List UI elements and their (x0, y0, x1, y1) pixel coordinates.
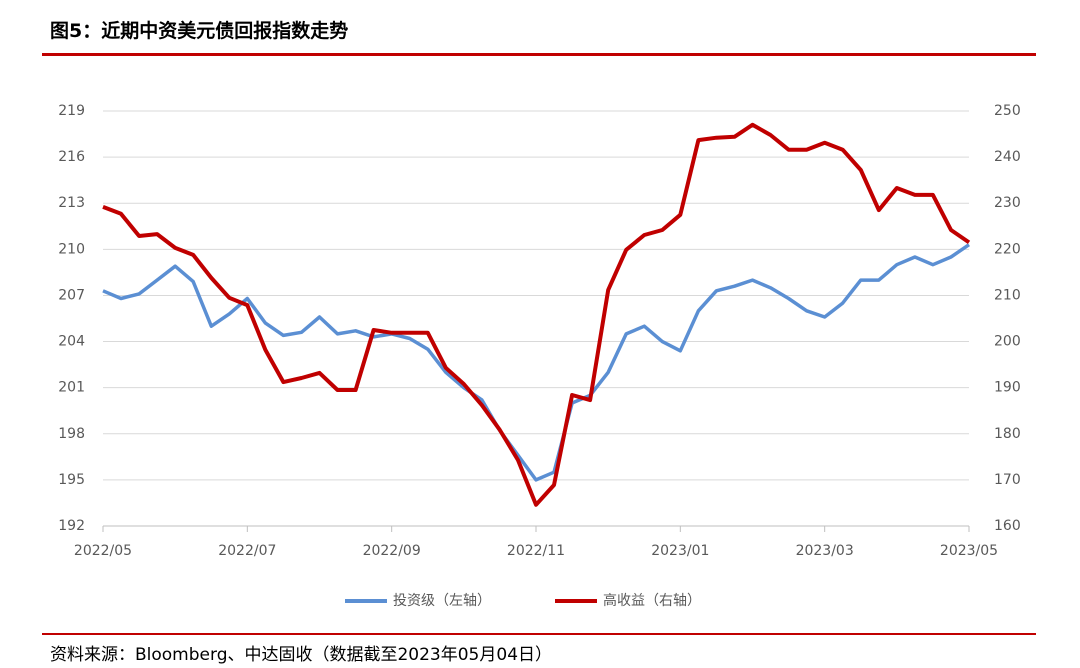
x-tick-label: 2022/05 (74, 543, 132, 559)
y-tick-label: 201 (58, 380, 85, 396)
x-tick-label: 2022/09 (363, 543, 421, 559)
title-rule (42, 53, 1036, 56)
y-tick-label: 198 (58, 426, 85, 442)
y2-tick-label: 180 (994, 426, 1021, 442)
y2-tick-label: 160 (994, 518, 1021, 534)
y-tick-label: 195 (58, 472, 85, 488)
y-tick-label: 192 (58, 518, 85, 534)
y2-tick-label: 170 (994, 472, 1021, 488)
source-note: 资料来源：Bloomberg、中达固收（数据截至2023年05月04日） (50, 645, 552, 665)
y-tick-label: 219 (58, 103, 85, 119)
y-tick-label: 204 (58, 334, 85, 350)
legend-label: 高收益（右轴） (603, 592, 701, 609)
y2-tick-label: 210 (994, 287, 1021, 303)
y2-tick-label: 220 (994, 241, 1021, 257)
y-tick-label: 213 (58, 195, 85, 211)
x-tick-label: 2022/11 (507, 543, 565, 559)
x-tick-label: 2023/05 (940, 543, 998, 559)
chart-title: 图5：近期中资美元债回报指数走势 (50, 19, 348, 42)
y2-tick-label: 240 (994, 149, 1021, 165)
x-tick-label: 2023/03 (796, 543, 854, 559)
x-tick-label: 2023/01 (651, 543, 709, 559)
series-line (102, 243, 970, 482)
y2-tick-label: 230 (994, 195, 1021, 211)
y-tick-label: 207 (58, 287, 85, 303)
footer-rule (42, 633, 1036, 635)
y-tick-label: 216 (58, 149, 85, 165)
y-tick-label: 210 (58, 241, 85, 257)
y2-tick-label: 200 (994, 334, 1021, 350)
y2-tick-label: 190 (994, 380, 1021, 396)
y2-tick-label: 250 (994, 103, 1021, 119)
series-line (102, 122, 971, 507)
x-tick-label: 2022/07 (218, 543, 276, 559)
legend-label: 投资级（左轴） (393, 593, 491, 609)
